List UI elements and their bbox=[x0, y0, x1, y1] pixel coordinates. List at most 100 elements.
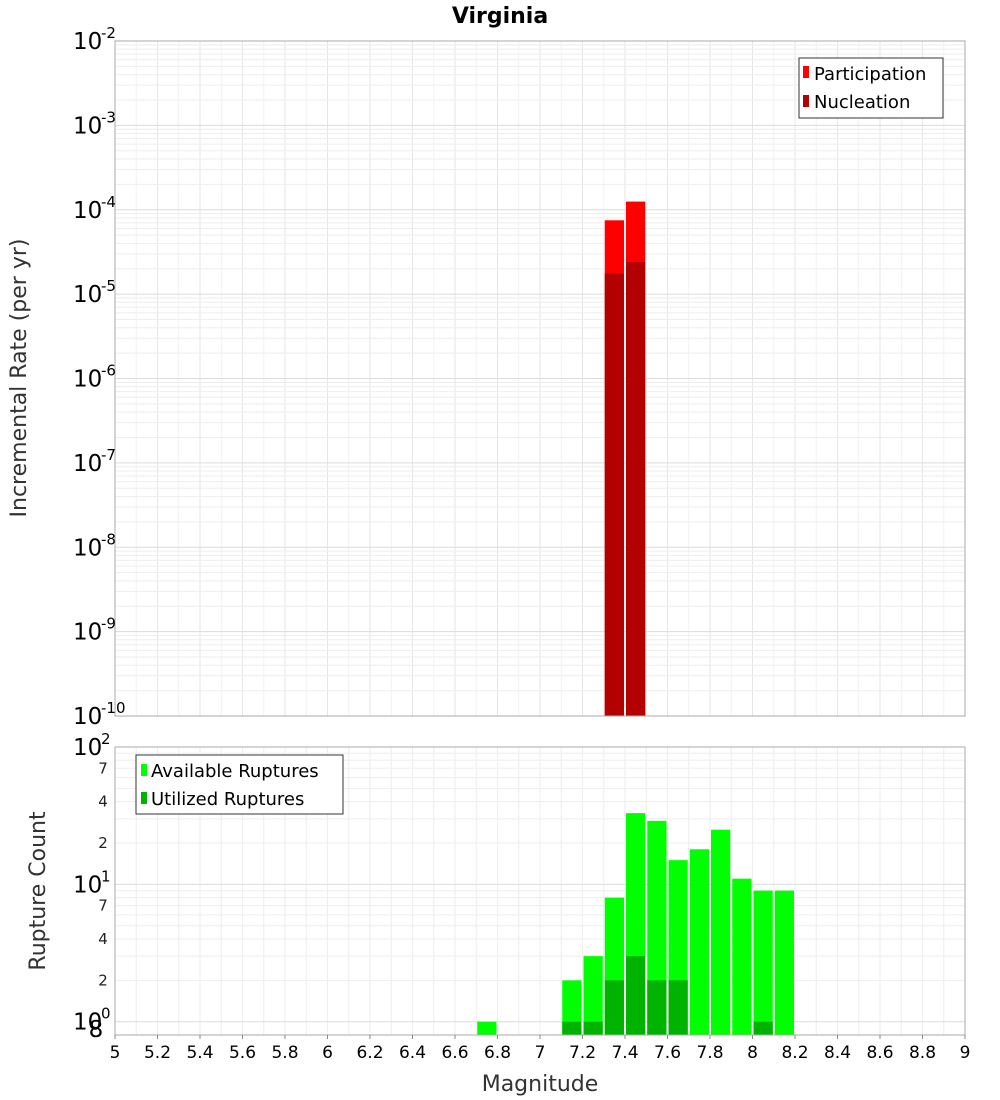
x-tick-label: 7 bbox=[535, 1043, 546, 1063]
top-y-tick-label: 10-2 bbox=[73, 24, 116, 55]
x-tick-label: 7.4 bbox=[611, 1043, 638, 1063]
top-y-tick-base: 10 bbox=[73, 535, 102, 561]
nucleation-bar bbox=[626, 262, 646, 716]
bottom-bars bbox=[477, 813, 794, 1035]
utilized-ruptures-bar bbox=[562, 1021, 582, 1035]
utilized-ruptures-bar bbox=[647, 980, 667, 1035]
bottom-y-minor-tick-label: 2 bbox=[98, 971, 108, 989]
available-ruptures-bar bbox=[562, 980, 582, 1035]
bottom-y-tick-label: 101 bbox=[73, 867, 111, 898]
x-tick-label: 6.6 bbox=[441, 1043, 468, 1063]
top-y-tick-exponent: -7 bbox=[101, 446, 116, 464]
top-plot-frame bbox=[114, 40, 966, 717]
x-axis-label: Magnitude bbox=[482, 1072, 599, 1097]
top-y-axis-label: Incremental Rate (per yr) bbox=[7, 239, 32, 518]
x-tick-label: 8.2 bbox=[781, 1043, 808, 1063]
x-tick-label: 5.8 bbox=[271, 1043, 298, 1063]
top-y-tick-exponent: -4 bbox=[101, 193, 116, 211]
top-y-tick-exponent: -5 bbox=[101, 277, 116, 295]
x-tick-label: 9 bbox=[960, 1043, 971, 1063]
top-y-tick-label: 10-8 bbox=[73, 530, 116, 561]
utilized-ruptures-bar bbox=[604, 980, 624, 1035]
top-bars bbox=[604, 201, 646, 717]
x-tick-label: 5.2 bbox=[144, 1043, 171, 1063]
top-y-tick-label: 10-5 bbox=[73, 277, 116, 308]
top-y-tick-base: 10 bbox=[73, 198, 102, 224]
x-tick-label: 8.8 bbox=[909, 1043, 936, 1063]
top-y-tick-label: 10-3 bbox=[73, 108, 116, 139]
top-y-tick-base: 10 bbox=[73, 29, 102, 55]
bottom-y-tick-exponent: 0 bbox=[101, 1005, 111, 1023]
top-y-tick-base: 10 bbox=[73, 620, 102, 646]
top-y-tick-base: 10 bbox=[73, 704, 102, 730]
bottom-y-minor-tick-label: 7 bbox=[98, 897, 108, 915]
top-y-tick-exponent: -10 bbox=[101, 699, 126, 717]
x-tick-label: 5 bbox=[110, 1043, 121, 1063]
x-tick-label: 5.6 bbox=[229, 1043, 256, 1063]
x-tick-label: 6.4 bbox=[399, 1043, 426, 1063]
legend-label-available: Available Ruptures bbox=[151, 761, 319, 782]
x-tick-label: 6.2 bbox=[356, 1043, 383, 1063]
top-y-tick-exponent: -8 bbox=[101, 530, 116, 548]
bottom-y-tick-exponent: 2 bbox=[101, 730, 111, 748]
bottom-y-tick-base: 10 bbox=[73, 735, 102, 761]
bottom-y-axis-label: Rupture Count bbox=[26, 811, 51, 971]
top-y-tick-exponent: -6 bbox=[101, 362, 116, 380]
available-ruptures-bar bbox=[732, 878, 752, 1035]
available-ruptures-bar bbox=[753, 890, 773, 1035]
top-y-tick-base: 10 bbox=[73, 367, 102, 393]
available-ruptures-bar bbox=[689, 849, 709, 1035]
top-legend: Participation Nucleation bbox=[798, 57, 944, 119]
x-tick-label: 8.6 bbox=[866, 1043, 893, 1063]
top-y-tick-label: 10-10 bbox=[73, 699, 126, 730]
top-y-tick-exponent: -2 bbox=[101, 24, 116, 42]
legend-label-utilized: Utilized Ruptures bbox=[151, 789, 304, 810]
bottom-y-tick-label: 102 bbox=[73, 730, 111, 761]
bottom-y-tick-base: 10 bbox=[73, 872, 102, 898]
top-legend-box bbox=[798, 57, 944, 119]
bottom-y-minor-tick-label: 7 bbox=[98, 759, 108, 777]
top-y-ticks: 10-210-310-410-510-610-710-810-910-10 bbox=[73, 24, 126, 730]
utilized-ruptures-bar bbox=[668, 980, 688, 1035]
x-tick-label: 8.4 bbox=[824, 1043, 851, 1063]
top-y-tick-label: 10-6 bbox=[73, 362, 116, 393]
bottom-y-minor-tick-label: 4 bbox=[98, 793, 108, 811]
legend-label-participation: Participation bbox=[814, 64, 926, 85]
available-ruptures-bar bbox=[583, 956, 603, 1035]
available-ruptures-bar bbox=[711, 829, 731, 1035]
bottom-y-tick-label: 100 bbox=[73, 1005, 111, 1036]
top-grid bbox=[115, 41, 966, 717]
legend-label-nucleation: Nucleation bbox=[814, 92, 910, 113]
x-tick-label: 7.8 bbox=[696, 1043, 723, 1063]
top-y-tick-label: 10-4 bbox=[73, 193, 116, 224]
top-y-tick-exponent: -3 bbox=[101, 108, 116, 126]
available-ruptures-bar bbox=[774, 890, 794, 1035]
x-tick-label: 5.4 bbox=[186, 1043, 213, 1063]
top-y-tick-exponent: -9 bbox=[101, 615, 116, 633]
legend-swatch-available bbox=[141, 764, 147, 776]
bottom-y-tick-base: 10 bbox=[73, 1010, 102, 1036]
x-tick-label: 7.6 bbox=[654, 1043, 681, 1063]
x-tick-label: 7.2 bbox=[569, 1043, 596, 1063]
available-ruptures-bar bbox=[477, 1021, 497, 1035]
utilized-ruptures-bar bbox=[753, 1021, 773, 1035]
legend-swatch-nucleation bbox=[803, 95, 809, 107]
bottom-y-minor-tick-label: 2 bbox=[98, 834, 108, 852]
utilized-ruptures-bar bbox=[583, 1021, 603, 1035]
bottom-y-minor-tick-label: 4 bbox=[98, 930, 108, 948]
bottom-legend-box bbox=[135, 754, 344, 815]
top-y-tick-base: 10 bbox=[73, 451, 102, 477]
legend-swatch-participation bbox=[803, 66, 809, 78]
nucleation-bar bbox=[604, 273, 624, 716]
bottom-y-minor-tick-label: 8 bbox=[89, 1017, 104, 1043]
bottom-y-tick-exponent: 1 bbox=[101, 867, 111, 885]
x-ticks: 5 5.2 5.4 5.6 5.8 6 6.2 6.4 6.6 6.8 7 7.2 7.4 7.6 7.8 8… bbox=[110, 1035, 971, 1063]
top-y-tick-base: 10 bbox=[73, 113, 102, 139]
utilized-ruptures-bar bbox=[626, 956, 646, 1035]
top-y-tick-label: 10-9 bbox=[73, 615, 116, 646]
top-y-tick-base: 10 bbox=[73, 282, 102, 308]
bottom-legend: Available Ruptures Utilized Ruptures bbox=[135, 754, 344, 815]
x-tick-label: 6 bbox=[322, 1043, 333, 1063]
